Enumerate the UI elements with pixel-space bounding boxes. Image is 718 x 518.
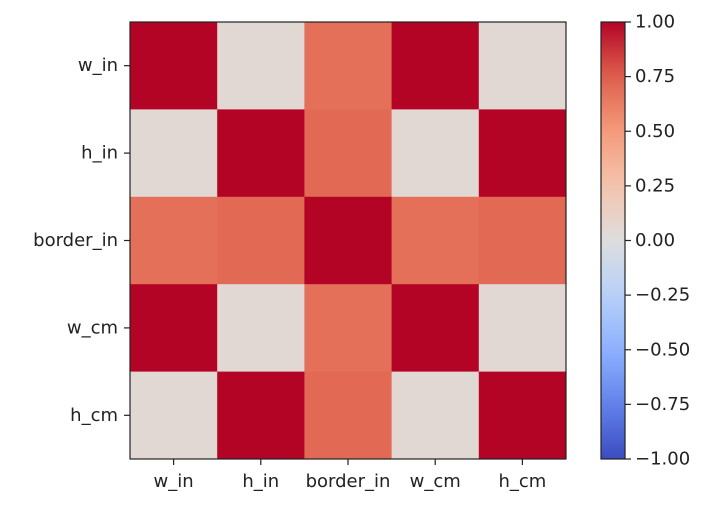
heatmap-cell [130, 109, 218, 198]
colorbar-tick-label: −0.50 [635, 339, 690, 360]
heatmap-cell [478, 22, 567, 110]
heatmap-cell [478, 196, 567, 285]
heatmap-cell [304, 371, 393, 460]
colorbar-tick-label: 0.75 [635, 66, 675, 87]
x-tick-label: h_cm [498, 471, 546, 492]
heatmap-cell [391, 22, 480, 110]
heatmap-cells [130, 22, 567, 460]
heatmap-cell [217, 371, 305, 460]
heatmap-cell [391, 284, 480, 373]
heatmap-cell [304, 284, 393, 373]
heatmap-cell [304, 109, 393, 198]
y-tick-label: border_in [33, 230, 118, 251]
colorbar-tick-label: 1.00 [635, 12, 675, 33]
heatmap-cell [478, 109, 567, 198]
heatmap-cell [478, 371, 567, 460]
colorbar-tick-label: 0.00 [635, 230, 675, 251]
colorbar-tick-label: −0.25 [635, 285, 690, 306]
colorbar-tick-label: −0.75 [635, 394, 690, 415]
colorbar-ticks: 1.00 0.75 0.50 0.25 0.00 −0.25 −0.50 −0.75 −1.00 [625, 12, 690, 470]
colorbar-gradient [600, 21, 626, 460]
heatmap-cell [217, 284, 305, 373]
heatmap-cell [391, 109, 480, 198]
colorbar-tick-label: −1.00 [635, 449, 690, 470]
heatmap-cell [304, 196, 393, 285]
heatmap-cell [391, 196, 480, 285]
heatmap-cell [217, 22, 305, 110]
colorbar-tick-label: 0.25 [635, 175, 675, 196]
x-tick-label: border_in [306, 471, 391, 492]
y-tick-label: h_in [81, 143, 118, 164]
y-axis: w_in h_in border_in w_cm h_cm [33, 55, 130, 426]
heatmap-cell [130, 371, 218, 460]
heatmap-cell [130, 22, 218, 110]
heatmap-cell [391, 371, 480, 460]
heatmap-cell [478, 284, 567, 373]
y-tick-label: w_cm [67, 317, 118, 338]
heatmap-cell [130, 284, 218, 373]
colorbar-tick-label: 0.50 [635, 121, 675, 142]
y-tick-label: w_in [78, 55, 118, 76]
heatmap-cell [130, 196, 218, 285]
x-tick-label: w_in [154, 471, 194, 492]
y-tick-label: h_cm [70, 405, 118, 426]
x-tick-label: h_in [242, 471, 279, 492]
heatmap-cell [217, 109, 305, 198]
x-axis: w_in h_in border_in w_cm h_cm [154, 459, 546, 492]
heatmap-cell [304, 22, 393, 110]
heatmap-cell [217, 196, 305, 285]
colorbar: 1.00 0.75 0.50 0.25 0.00 −0.25 −0.50 −0.75 −1.00 [600, 12, 690, 470]
x-tick-label: w_cm [410, 471, 461, 492]
